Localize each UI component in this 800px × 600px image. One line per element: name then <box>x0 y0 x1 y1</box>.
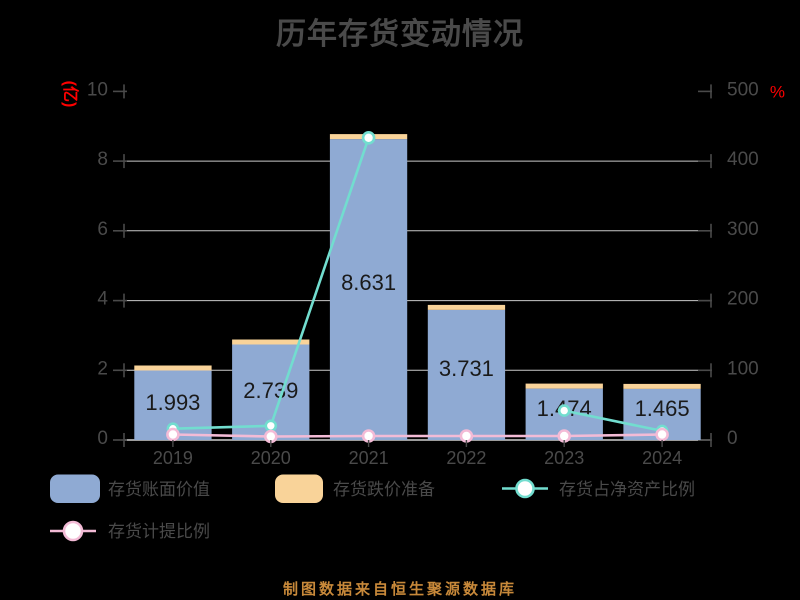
svg-text:8.631: 8.631 <box>341 270 396 295</box>
svg-text:6: 6 <box>97 219 108 240</box>
svg-text:300: 300 <box>727 219 759 240</box>
svg-text:3.731: 3.731 <box>439 356 494 381</box>
svg-text:存货账面价值: 存货账面价值 <box>108 480 210 499</box>
svg-text:2.739: 2.739 <box>243 378 298 403</box>
svg-text:400: 400 <box>727 149 759 170</box>
svg-text:2021: 2021 <box>349 448 389 468</box>
svg-text:存货计提比例: 存货计提比例 <box>108 522 210 541</box>
svg-text:100: 100 <box>727 358 759 379</box>
svg-text:2019: 2019 <box>153 448 193 468</box>
svg-text:0: 0 <box>97 428 108 449</box>
svg-text:2: 2 <box>97 358 108 379</box>
svg-text:存货跌价准备: 存货跌价准备 <box>333 480 435 499</box>
svg-text:8: 8 <box>97 149 108 170</box>
svg-text:2022: 2022 <box>446 448 486 468</box>
svg-text:500: 500 <box>727 79 759 100</box>
svg-text:4: 4 <box>97 289 108 310</box>
svg-text:1.465: 1.465 <box>635 396 690 421</box>
svg-text:(亿): (亿) <box>61 81 80 108</box>
svg-text:2023: 2023 <box>544 448 584 468</box>
svg-text:0: 0 <box>727 428 738 449</box>
svg-text:2024: 2024 <box>642 448 682 468</box>
svg-text:存货占净资产比例: 存货占净资产比例 <box>559 480 695 499</box>
svg-text:10: 10 <box>87 79 108 100</box>
svg-text:2020: 2020 <box>251 448 291 468</box>
svg-text:1.993: 1.993 <box>145 390 200 415</box>
svg-text:%: % <box>770 82 785 101</box>
svg-text:200: 200 <box>727 289 759 310</box>
